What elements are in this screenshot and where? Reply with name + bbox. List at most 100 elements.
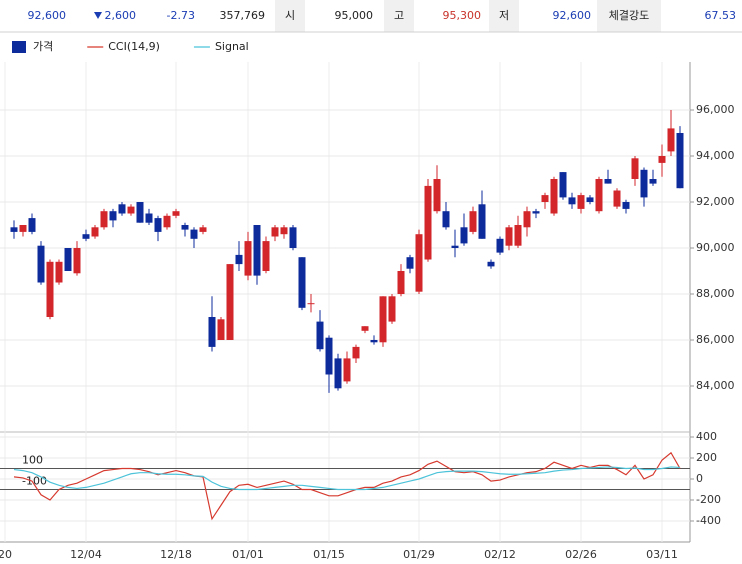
legend-label: CCI(14,9): [108, 40, 160, 53]
candle-body: [154, 218, 162, 232]
legend-label: 가격: [33, 40, 53, 53]
candle-body: [505, 227, 513, 246]
candle-body: [253, 225, 261, 276]
candle-body: [316, 321, 324, 350]
reference-label: -100: [22, 475, 47, 488]
down-arrow: [94, 12, 102, 19]
candle-body: [280, 227, 288, 235]
y-tick-label: 92,000: [696, 195, 735, 208]
open: 95,000: [335, 9, 374, 22]
candle-body: [577, 195, 585, 209]
candle-body: [235, 254, 243, 265]
x-tick-label: 01/29: [403, 548, 435, 561]
candle-body: [343, 358, 351, 382]
x-tick-label: 01/01: [232, 548, 264, 561]
legend-label: Signal: [215, 40, 249, 53]
candle-body: [370, 340, 378, 343]
candle-body: [109, 211, 117, 221]
open-label: 시: [285, 9, 295, 22]
candle-body: [82, 234, 90, 239]
candle-body: [532, 211, 540, 214]
candle-body: [658, 156, 666, 163]
label-cell: [275, 0, 305, 32]
high-label: 고: [394, 9, 404, 22]
candle-body: [55, 261, 63, 283]
reference-label: 100: [22, 454, 43, 467]
candle-body: [262, 241, 270, 271]
label-cell: [597, 0, 661, 32]
candle-body: [334, 358, 342, 389]
candle-body: [568, 197, 576, 205]
candle-body: [145, 213, 153, 223]
candle-body: [100, 211, 108, 228]
x-tick-label: 01/15: [313, 548, 345, 561]
candle-body: [496, 238, 504, 253]
candle-body: [244, 241, 252, 276]
candle-body: [91, 227, 99, 237]
candle-body: [226, 264, 234, 340]
candle-body: [199, 227, 207, 232]
candle-body: [460, 227, 468, 244]
candle-body: [469, 211, 477, 232]
candle-body: [208, 317, 216, 347]
candle-body: [37, 245, 45, 283]
candle-body: [172, 211, 180, 216]
indicator-line: [13, 451, 681, 521]
candle-body: [640, 169, 648, 198]
candle-body: [28, 218, 36, 232]
y-tick-label: 200: [696, 451, 717, 464]
candle-body: [352, 346, 360, 359]
high: 95,300: [443, 9, 482, 22]
candle-body: [127, 206, 135, 214]
y-tick-label: 94,000: [696, 149, 735, 162]
candle-body: [613, 190, 621, 207]
candle-body: [667, 128, 675, 152]
candle-body: [388, 296, 396, 322]
y-tick-label: 84,000: [696, 379, 735, 392]
candle-body: [559, 172, 567, 198]
x-tick-label: 02/26: [565, 548, 597, 561]
candle-body: [397, 271, 405, 294]
x-tick-label: 12/04: [70, 548, 102, 561]
label-cell: [384, 0, 414, 32]
y-tick-label: -400: [696, 514, 721, 527]
candle-body: [442, 211, 450, 228]
x-tick-label: 02/12: [484, 548, 516, 561]
label-cell: [489, 0, 519, 32]
candle-body: [604, 179, 612, 184]
low: 92,600: [553, 9, 592, 22]
y-tick-label: 96,000: [696, 103, 735, 116]
y-tick-label: 0: [696, 472, 703, 485]
candle-body: [163, 215, 171, 228]
y-tick-label: 86,000: [696, 333, 735, 346]
candle-body: [271, 227, 279, 237]
price: 92,600: [28, 9, 67, 22]
change-rate: -2.73: [167, 9, 195, 22]
candle-body: [523, 211, 531, 228]
candle-body: [10, 227, 18, 232]
candle-body: [586, 197, 594, 202]
candle-body: [595, 179, 603, 212]
candle-body: [406, 257, 414, 269]
candle-body: [550, 179, 558, 214]
low-label: 저: [499, 9, 509, 22]
candle-body: [541, 195, 549, 202]
x-tick-label: 12/18: [160, 548, 192, 561]
candle-body: [298, 257, 306, 308]
candle-body: [136, 202, 144, 223]
candle-body: [478, 204, 486, 239]
candle-body: [190, 229, 198, 239]
candle-body: [289, 227, 297, 248]
candle-body: [361, 326, 369, 331]
candle-body: [433, 179, 441, 212]
candle-body: [514, 225, 522, 246]
y-tick-label: 400: [696, 430, 717, 443]
candle-body: [622, 202, 630, 209]
candle-body: [19, 225, 27, 232]
y-tick-label: 90,000: [696, 241, 735, 254]
candle-body: [73, 248, 81, 274]
candle-body: [487, 261, 495, 267]
candle-body: [307, 303, 315, 305]
